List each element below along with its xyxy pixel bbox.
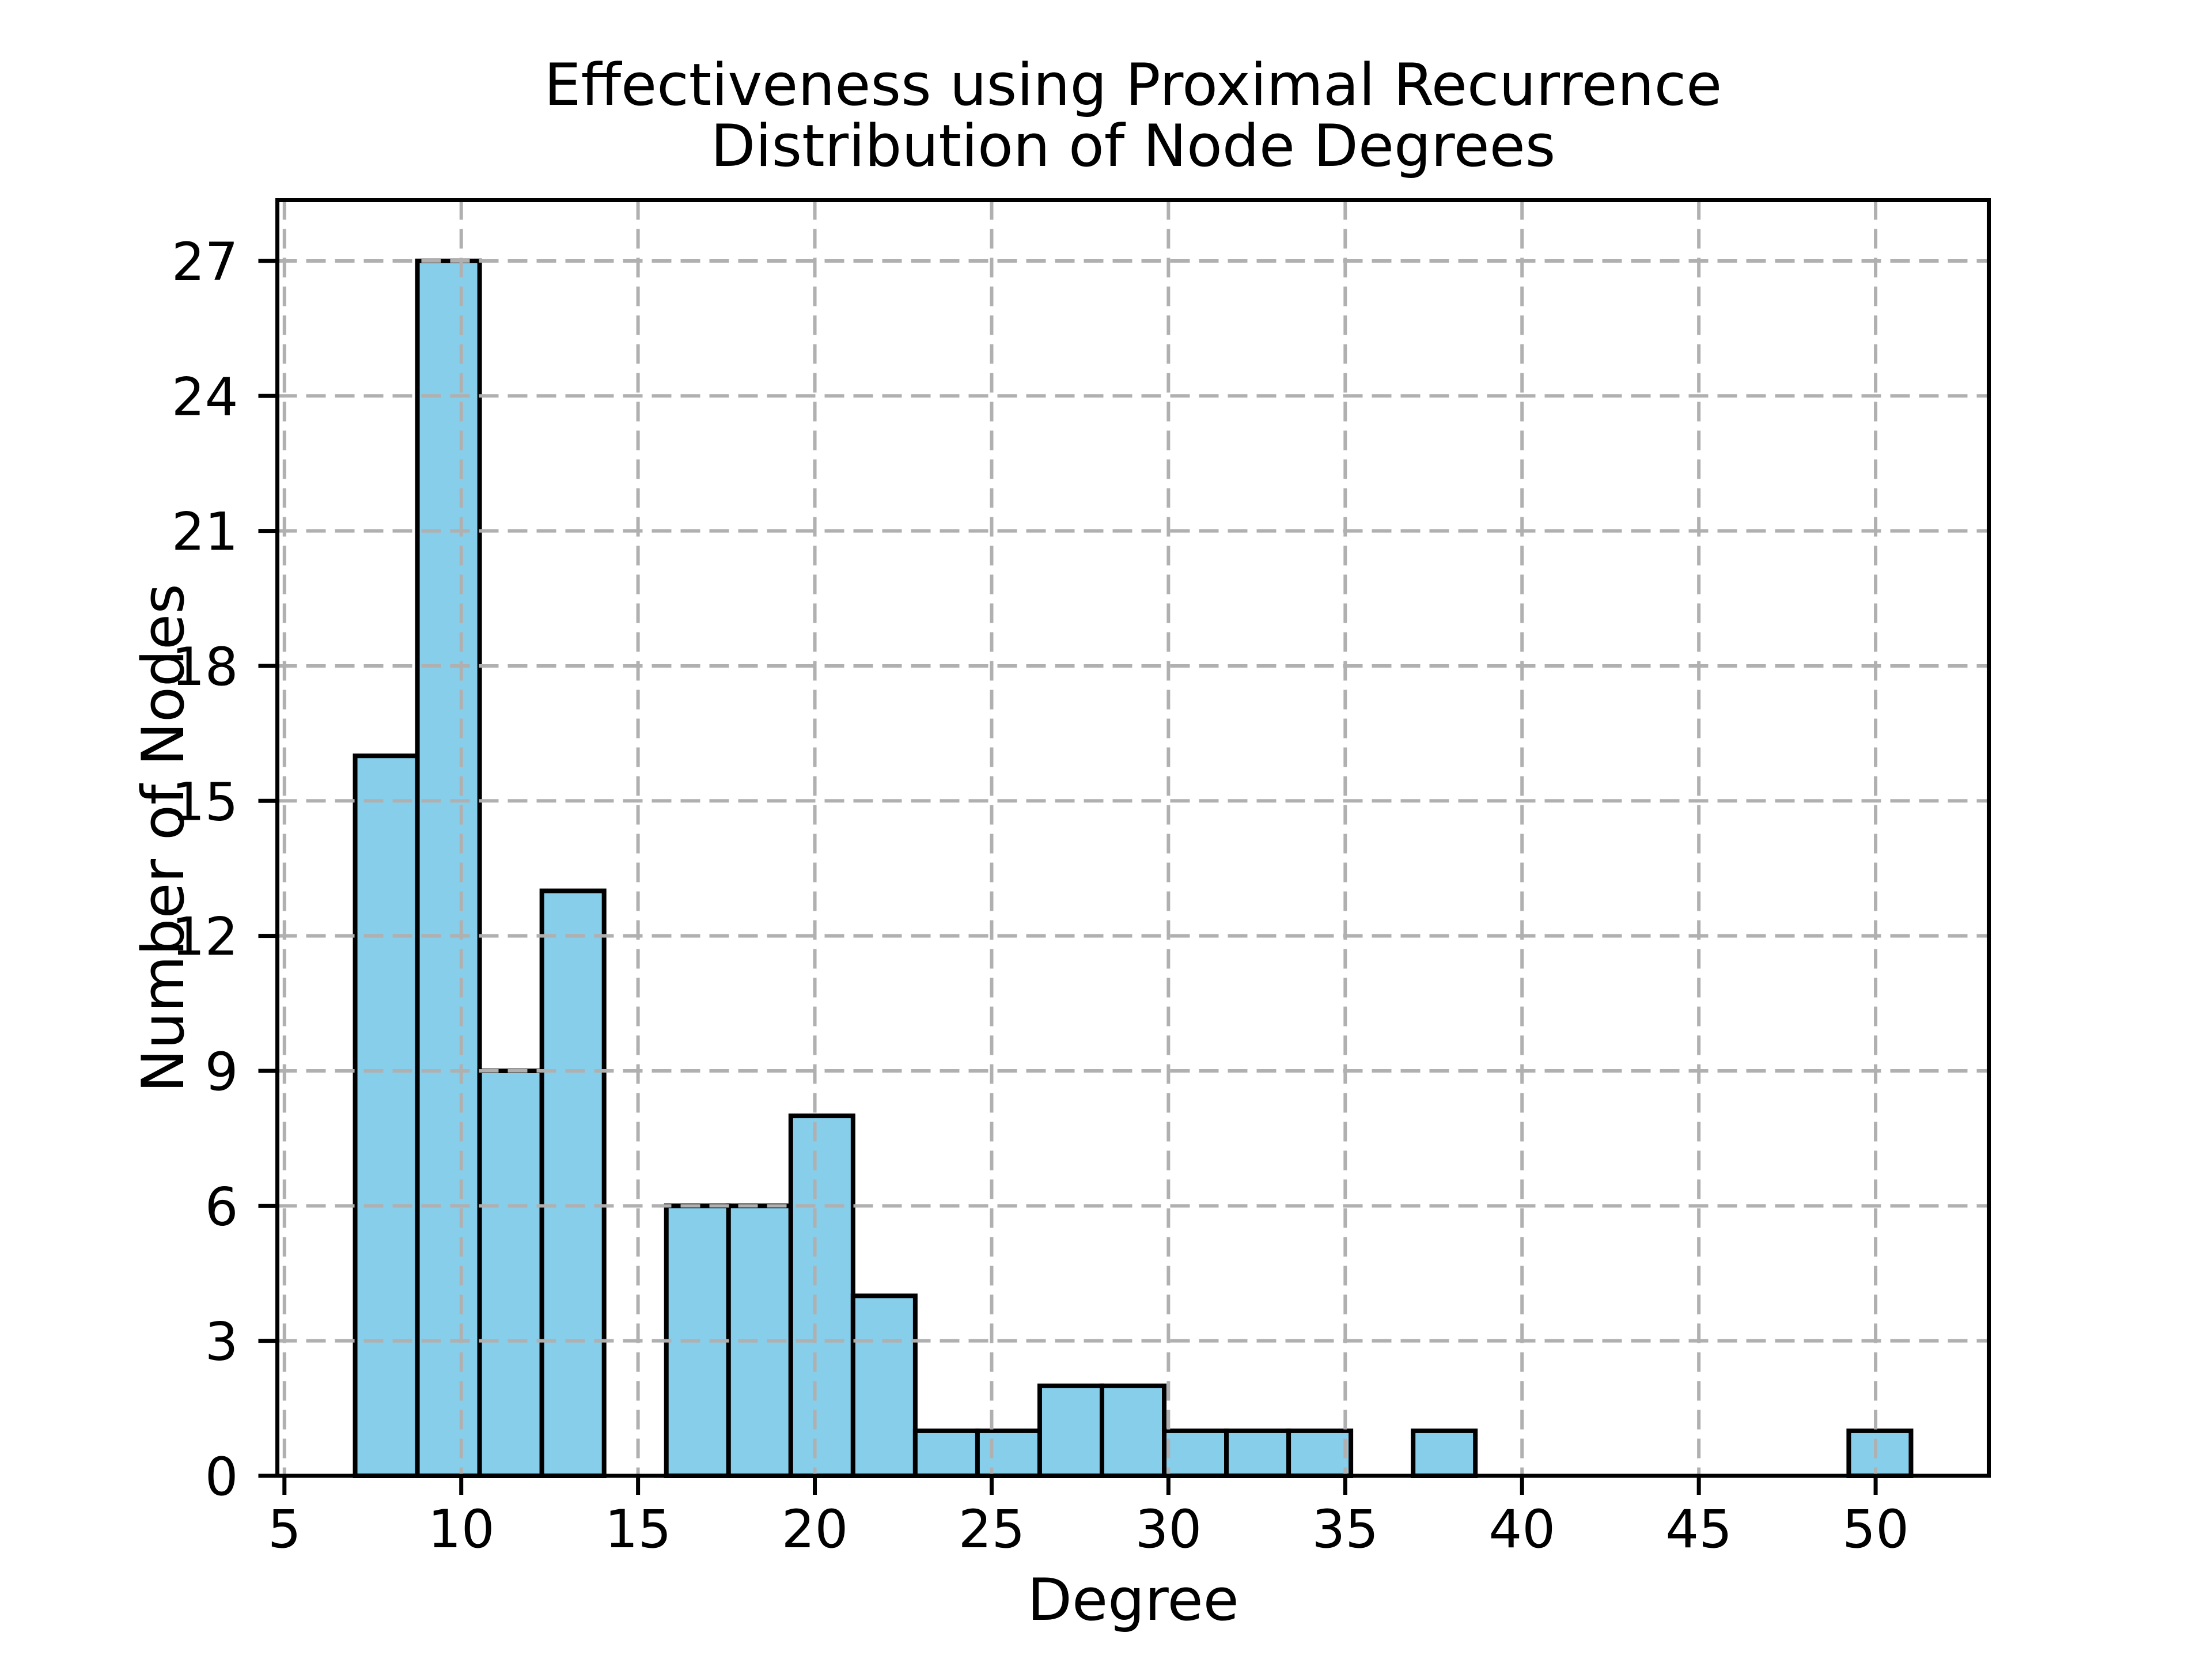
y-tick-label: 24 bbox=[172, 367, 238, 427]
x-tick-label: 15 bbox=[605, 1499, 672, 1560]
x-tick-label: 20 bbox=[782, 1499, 849, 1560]
x-tick-label: 30 bbox=[1135, 1499, 1202, 1560]
histogram-bar bbox=[353, 753, 420, 1478]
histogram-bar bbox=[850, 1293, 918, 1479]
histogram-bar bbox=[1846, 1428, 1914, 1479]
y-tick-label: 12 bbox=[172, 907, 238, 968]
x-tick-label: 10 bbox=[428, 1499, 495, 1560]
histogram-bar bbox=[1411, 1428, 1478, 1479]
histogram-bar bbox=[975, 1428, 1042, 1479]
y-tick-label: 27 bbox=[172, 232, 238, 293]
histogram-bar bbox=[788, 1113, 855, 1479]
histogram-bar bbox=[1162, 1428, 1229, 1479]
plot-border bbox=[275, 198, 1991, 1478]
histogram-bar bbox=[477, 1068, 544, 1478]
histogram-bar bbox=[1037, 1383, 1104, 1478]
histogram-bar bbox=[1286, 1428, 1354, 1479]
chart-title-line2: Distribution of Node Degrees bbox=[711, 112, 1556, 180]
histogram-bar bbox=[539, 888, 607, 1478]
x-axis-label: Degree bbox=[1027, 1566, 1239, 1634]
y-tick-label: 15 bbox=[172, 772, 238, 832]
chart-title-line1: Effectiveness using Proximal Recurrence bbox=[544, 51, 1722, 119]
histogram-bar bbox=[1099, 1383, 1167, 1478]
chart-render-root: 5 10 15 20 25 30 35 40 45 50 0 3 6 9 12 15 18 21 24 27 bbox=[172, 198, 1991, 1560]
x-tick-label: 5 bbox=[268, 1499, 301, 1560]
x-tick-label: 40 bbox=[1488, 1499, 1555, 1560]
y-tick-label: 9 bbox=[205, 1042, 238, 1103]
x-tick-label: 35 bbox=[1312, 1499, 1378, 1560]
y-axis-label: Number of Nodes bbox=[129, 584, 197, 1093]
y-tick-label: 3 bbox=[205, 1312, 238, 1373]
x-tick-label: 45 bbox=[1665, 1499, 1732, 1560]
y-tick-label: 0 bbox=[205, 1447, 238, 1508]
y-tick-label: 18 bbox=[172, 637, 238, 698]
y-tick-label: 21 bbox=[172, 502, 238, 563]
histogram-bar bbox=[912, 1428, 980, 1479]
y-tick-label: 6 bbox=[205, 1177, 238, 1237]
x-tick-label: 50 bbox=[1842, 1499, 1909, 1560]
x-tick-label: 25 bbox=[959, 1499, 1025, 1560]
histogram-bar bbox=[1224, 1428, 1291, 1479]
histogram-bar bbox=[415, 258, 482, 1478]
